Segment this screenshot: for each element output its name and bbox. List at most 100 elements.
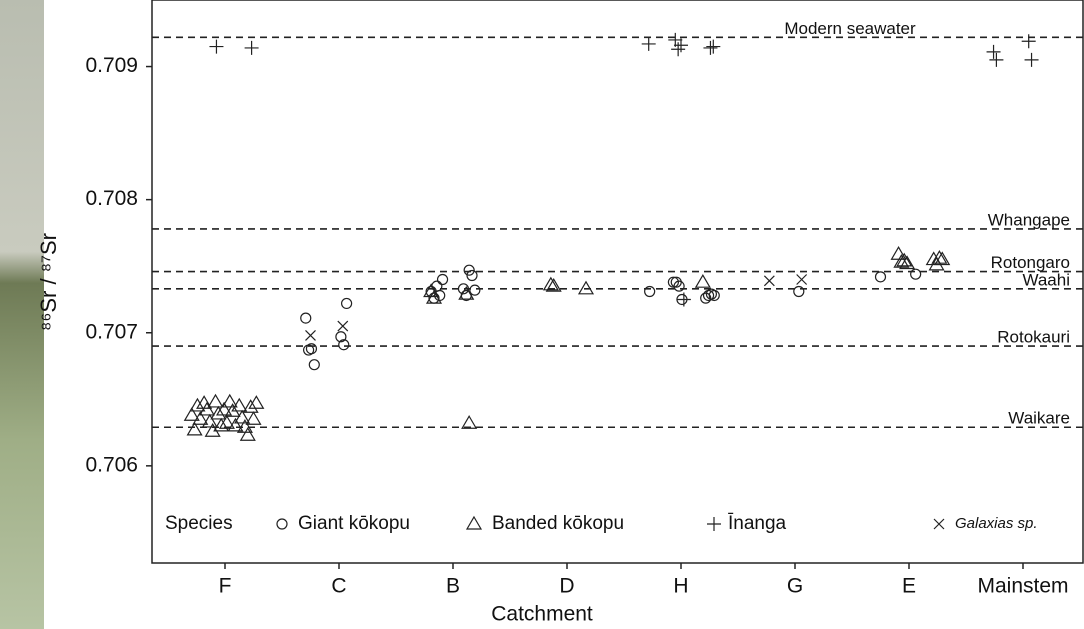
- point: [466, 269, 478, 282]
- point: [308, 359, 320, 371]
- x-tick-label: H: [673, 575, 688, 598]
- legend-label: Giant kōkopu: [298, 513, 410, 534]
- point: [1021, 34, 1036, 49]
- legend-label: Īnanga: [728, 513, 787, 534]
- point: [986, 44, 1001, 59]
- point: [708, 289, 720, 302]
- legend-label: Galaxias sp.: [955, 515, 1038, 532]
- point: [204, 423, 221, 437]
- point: [545, 277, 562, 292]
- point: [461, 415, 478, 429]
- point: [458, 285, 475, 300]
- point: [224, 403, 241, 417]
- point: [213, 417, 230, 432]
- point: [192, 411, 209, 425]
- point: [910, 268, 922, 280]
- reference-label: Modern seawater: [784, 19, 916, 38]
- x-tick-label: Mainstem: [977, 575, 1068, 598]
- point: [186, 421, 203, 436]
- point: [542, 276, 559, 291]
- point: [436, 273, 449, 286]
- reference-label: Waikare: [1008, 409, 1070, 428]
- legend-marker: [276, 518, 288, 530]
- legend-label: Banded kōkopu: [492, 513, 624, 534]
- point: [931, 250, 948, 264]
- point: [231, 397, 248, 412]
- point: [668, 32, 683, 47]
- point: [244, 40, 259, 55]
- point: [207, 393, 224, 408]
- point: [896, 252, 913, 267]
- reference-label: Rotokauri: [997, 328, 1070, 347]
- point: [667, 276, 680, 288]
- y-tick-label: 0.707: [85, 320, 138, 343]
- point: [934, 251, 951, 266]
- point: [183, 407, 200, 421]
- plot-frame: [151, 0, 1084, 564]
- point: [457, 283, 470, 295]
- legend-title: Species: [165, 513, 233, 534]
- point: [198, 401, 215, 416]
- reference-label: Whangape: [988, 210, 1070, 229]
- point: [234, 409, 251, 424]
- point: [899, 255, 916, 270]
- point: [337, 320, 349, 332]
- legend-marker: [707, 517, 721, 531]
- point: [300, 312, 312, 324]
- point: [218, 415, 235, 429]
- point: [338, 339, 350, 351]
- y-tick-label: 0.709: [85, 54, 138, 77]
- point: [189, 397, 206, 412]
- point: [1024, 52, 1039, 67]
- photo-strip: [0, 0, 44, 629]
- point: [874, 271, 887, 283]
- x-tick-label: F: [219, 575, 232, 598]
- point: [469, 284, 481, 296]
- x-axis-label: Catchment: [491, 603, 593, 626]
- point: [793, 285, 805, 298]
- point: [431, 280, 443, 292]
- x-tick-label: G: [787, 575, 803, 598]
- point: [577, 280, 595, 295]
- point: [763, 275, 775, 287]
- point: [210, 405, 227, 420]
- point: [644, 285, 656, 298]
- x-tick-label: B: [446, 575, 460, 598]
- point: [674, 38, 688, 53]
- point: [928, 256, 945, 271]
- x-tick-label: C: [331, 575, 346, 598]
- point: [201, 413, 218, 428]
- point: [239, 427, 256, 441]
- point: [209, 39, 224, 54]
- point: [245, 411, 262, 425]
- point: [248, 395, 265, 409]
- point: [706, 39, 721, 54]
- point: [425, 289, 443, 304]
- legend-marker: [465, 515, 483, 530]
- point: [341, 297, 353, 310]
- point: [335, 331, 347, 343]
- point: [890, 246, 907, 260]
- point: [796, 274, 808, 285]
- reference-label: Rotongaro: [991, 253, 1070, 272]
- x-tick-label: D: [559, 575, 574, 598]
- point: [676, 292, 691, 307]
- point: [641, 36, 656, 51]
- y-axis-label: ⁸⁶Sr / ⁸⁷Sr: [36, 233, 61, 331]
- reference-label: Waahi: [1022, 270, 1070, 289]
- point: [989, 52, 1004, 67]
- x-tick-label: E: [902, 575, 916, 598]
- point: [242, 399, 259, 413]
- point: [703, 40, 718, 55]
- point: [221, 393, 238, 408]
- point: [227, 417, 244, 432]
- point: [673, 280, 685, 292]
- legend-marker: [933, 518, 945, 530]
- y-tick-label: 0.708: [85, 187, 138, 210]
- point: [671, 42, 686, 57]
- point: [463, 264, 475, 276]
- y-tick-label: 0.706: [85, 453, 138, 476]
- point: [216, 401, 233, 416]
- point: [694, 273, 711, 288]
